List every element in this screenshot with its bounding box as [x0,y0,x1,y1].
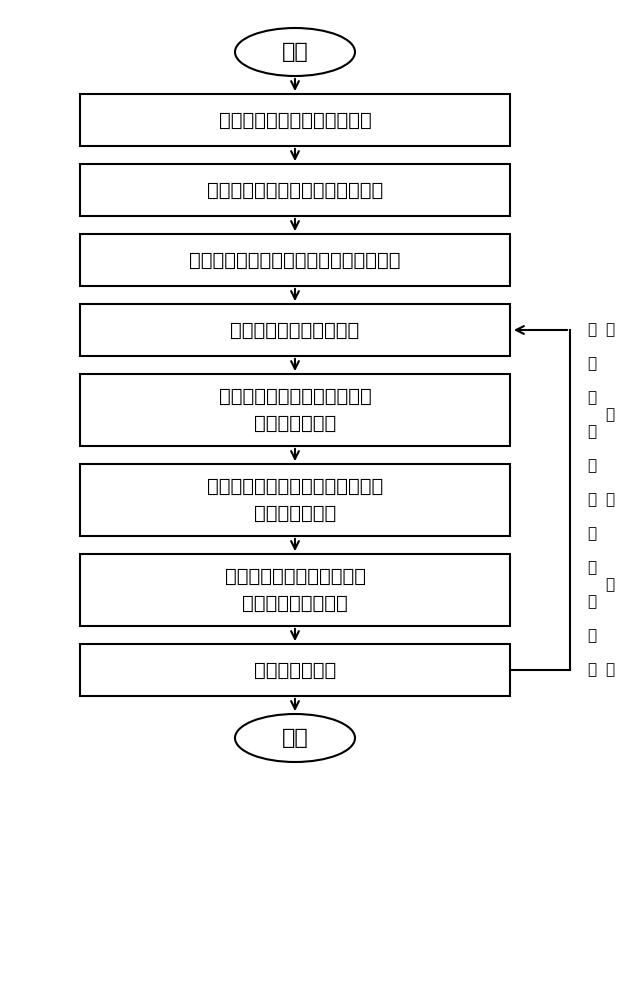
Text: 使用原子力显微镜对样品表面进行
扫描并采集数据: 使用原子力显微镜对样品表面进行 扫描并采集数据 [207,477,383,523]
Text: 源: 源 [587,458,597,474]
Text: 外: 外 [587,357,597,371]
FancyBboxPatch shape [80,94,510,146]
Text: 换: 换 [606,408,615,422]
Ellipse shape [235,714,355,762]
Text: 光: 光 [587,424,597,440]
Text: 镜: 镜 [606,662,615,678]
Text: 将辐照装置安装到显微镜样品台下: 将辐照装置安装到显微镜样品台下 [207,180,383,200]
Text: 调: 调 [587,492,597,508]
Text: 收集并分析数据: 收集并分析数据 [254,660,336,680]
FancyBboxPatch shape [80,374,510,446]
Text: 节: 节 [587,526,597,542]
Text: 结束: 结束 [281,728,308,748]
Ellipse shape [235,28,355,76]
Text: 更: 更 [606,322,615,338]
Text: 辐: 辐 [587,560,597,576]
FancyBboxPatch shape [80,304,510,356]
Text: 滤: 滤 [606,492,615,508]
Text: 调节外部光源波段及强度: 调节外部光源波段及强度 [230,320,360,340]
Text: 或: 或 [587,322,597,338]
FancyBboxPatch shape [80,234,510,286]
FancyBboxPatch shape [80,464,510,536]
FancyBboxPatch shape [80,164,510,216]
Text: 照: 照 [587,594,597,609]
Text: 光: 光 [606,578,615,592]
Text: 开始: 开始 [281,42,308,62]
FancyBboxPatch shape [80,554,510,626]
FancyBboxPatch shape [80,644,510,696]
Text: 部: 部 [587,390,597,406]
Text: 波: 波 [587,629,597,644]
Text: 将待测样品置于显微镜样品台: 将待测样品置于显微镜样品台 [219,110,371,129]
Text: 调节辐照装置内透镜焦距得到
所需大小的光斑: 调节辐照装置内透镜焦距得到 所需大小的光斑 [219,387,371,433]
Text: 段: 段 [587,662,597,678]
Text: 将外部光源通过光导纤维与辐照装置相连: 将外部光源通过光导纤维与辐照装置相连 [189,250,401,269]
Text: 打开遥光罩使光斑辐照样品
并开始计算辐照时间: 打开遥光罩使光斑辐照样品 并开始计算辐照时间 [224,567,365,613]
